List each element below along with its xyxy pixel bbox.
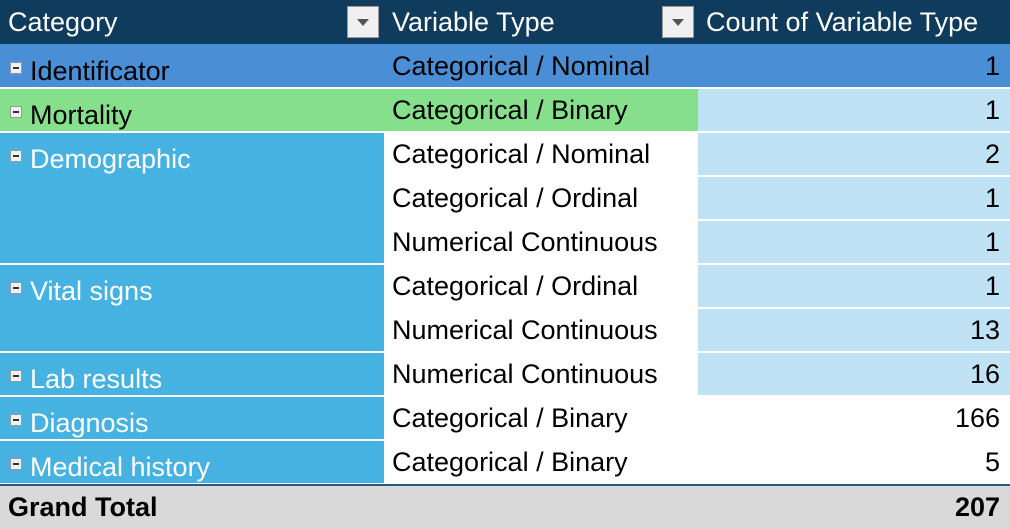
table-row-type[interactable]: Categorical / Ordinal [384, 264, 698, 308]
category-filter-dropdown-icon[interactable] [347, 6, 379, 38]
collapse-icon[interactable] [10, 106, 22, 118]
category-label: Medical history [30, 452, 211, 482]
divider [384, 219, 1010, 221]
collapse-icon[interactable] [10, 370, 22, 382]
category-vital-signs[interactable]: Vital signs [0, 264, 384, 352]
category-identificator[interactable]: Identificator [0, 44, 384, 88]
header-category: Category [0, 0, 384, 44]
table-row-type[interactable]: Categorical / Nominal [384, 44, 698, 88]
table-row-count[interactable]: 1 [698, 88, 1010, 132]
divider [0, 131, 1010, 133]
divider [0, 263, 1010, 265]
collapse-icon[interactable] [10, 414, 22, 426]
collapse-icon[interactable] [10, 62, 22, 74]
category-medical-history[interactable]: Medical history [0, 440, 384, 484]
table-row-type[interactable]: Categorical / Binary [384, 396, 698, 440]
header-variable-type: Variable Type [384, 0, 698, 44]
grand-total-row[interactable]: Grand Total 207 [0, 484, 1010, 529]
table-row-count[interactable]: 2 [698, 132, 1010, 176]
category-label: Identificator [30, 56, 170, 86]
variable-type-filter-dropdown-icon[interactable] [662, 6, 694, 38]
header-variable-type-label: Variable Type [392, 6, 555, 37]
grand-total-value: 207 [954, 492, 1000, 522]
category-demographic[interactable]: Demographic [0, 132, 384, 264]
category-label: Lab results [30, 364, 163, 394]
collapse-icon[interactable] [10, 282, 22, 294]
divider [384, 307, 1010, 309]
divider [0, 351, 1010, 353]
header-category-label: Category [8, 6, 118, 37]
table-row-type[interactable]: Numerical Continuous [384, 308, 698, 352]
header-count-label: Count of Variable Type [706, 6, 979, 37]
table-row-count[interactable]: 1 [698, 176, 1010, 220]
table-row-type[interactable]: Categorical / Binary [384, 440, 698, 484]
category-label: Vital signs [30, 276, 153, 306]
table-row-count[interactable]: 1 [698, 44, 1010, 88]
table-row-count[interactable]: 166 [698, 396, 1010, 440]
category-mortality[interactable]: Mortality [0, 88, 384, 132]
table-row-count[interactable]: 1 [698, 264, 1010, 308]
category-label: Demographic [30, 144, 191, 174]
table-row-type[interactable]: Categorical / Ordinal [384, 176, 698, 220]
table-row-type[interactable]: Categorical / Nominal [384, 132, 698, 176]
table-row-count[interactable]: 1 [698, 220, 1010, 264]
grand-total-label: Grand Total [8, 492, 158, 522]
divider [384, 175, 1010, 177]
table-row-type[interactable]: Numerical Continuous [384, 352, 698, 396]
collapse-icon[interactable] [10, 458, 22, 470]
divider [0, 395, 1010, 397]
category-label: Mortality [30, 100, 133, 130]
table-row-count[interactable]: 13 [698, 308, 1010, 352]
header-count: Count of Variable Type [698, 0, 1010, 44]
category-diagnosis[interactable]: Diagnosis [0, 396, 384, 440]
table-row-count[interactable]: 5 [698, 440, 1010, 484]
table-row-type[interactable]: Numerical Continuous [384, 220, 698, 264]
category-label: Diagnosis [30, 408, 149, 438]
divider [0, 439, 1010, 441]
divider [0, 87, 1010, 89]
category-lab-results[interactable]: Lab results [0, 352, 384, 396]
table-row-count[interactable]: 16 [698, 352, 1010, 396]
table-row-type[interactable]: Categorical / Binary [384, 88, 698, 132]
collapse-icon[interactable] [10, 150, 22, 162]
